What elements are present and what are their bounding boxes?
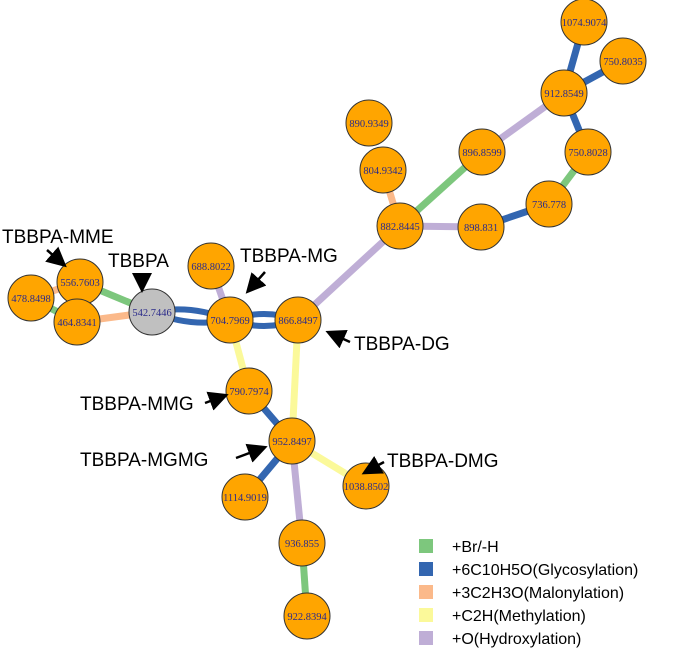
node-circle[interactable]: [540, 69, 588, 117]
node[interactable]: 750.8035: [599, 37, 647, 85]
annotation-label: TBBPA-MGMG: [80, 450, 208, 471]
node-label: 882.8445: [380, 222, 419, 233]
node-label: 912.8549: [544, 89, 583, 100]
legend-label: +6C10H5O(Glycosylation): [452, 562, 638, 579]
arrow-icon: [361, 455, 385, 475]
node-circle[interactable]: [53, 298, 101, 346]
annotation-label: TBBPA-DG: [354, 334, 450, 355]
node-circle[interactable]: [274, 296, 322, 344]
node-circle[interactable]: [560, 0, 608, 46]
node[interactable]: 804.9342: [359, 146, 407, 194]
node-circle[interactable]: [376, 202, 424, 250]
node-label: 704.7969: [210, 316, 249, 327]
node-circle[interactable]: [564, 128, 612, 176]
legend-label: +3C2H3O(Malonylation): [452, 585, 624, 602]
legend-swatch: [419, 608, 433, 622]
legend: +Br/-H +6C10H5O(Glycosylation) +3C2H3O(Mal…: [419, 539, 638, 648]
node-label: 936.855: [285, 539, 319, 550]
node-circle[interactable]: [268, 417, 316, 465]
arrow-icon: [325, 330, 351, 349]
arrow-icon: [45, 246, 67, 268]
node-label: 750.8035: [603, 57, 642, 68]
annotation-label: TBBPA: [108, 251, 169, 272]
node[interactable]: 866.8497: [274, 296, 322, 344]
arrow-icon: [245, 271, 267, 294]
annotation-label: TBBPA-MME: [2, 227, 114, 248]
node[interactable]: 952.8497: [268, 417, 316, 465]
node[interactable]: 1114.9019: [221, 473, 269, 521]
node-label: 1114.9019: [223, 493, 267, 504]
annotation-label: TBBPA-DMG: [387, 451, 499, 472]
node-circle[interactable]: [225, 367, 273, 415]
node[interactable]: 688.8022: [187, 242, 235, 290]
node[interactable]: 922.8394: [283, 592, 331, 640]
node-label: 736.778: [532, 200, 566, 211]
node-circle[interactable]: [221, 473, 269, 521]
node-label: 804.9342: [363, 166, 402, 177]
node-label: 898.831: [464, 223, 498, 234]
node-label: 790.7974: [229, 387, 269, 398]
node-circle[interactable]: [7, 274, 55, 322]
legend-swatch: [419, 562, 433, 576]
legend-label: +Br/-H: [452, 539, 499, 556]
node[interactable]: 1074.9074: [560, 0, 608, 46]
node[interactable]: 898.831: [457, 203, 505, 251]
node-label: 556.7603: [60, 278, 99, 289]
node-label: 1038.8502: [344, 482, 389, 493]
node[interactable]: 704.7969: [206, 296, 254, 344]
node[interactable]: 1038.8502: [342, 462, 390, 510]
legend-label: +O(Hydroxylation): [452, 631, 581, 648]
node[interactable]: 912.8549: [540, 69, 588, 117]
node-circle[interactable]: [599, 37, 647, 85]
node-label: 866.8497: [278, 316, 317, 327]
node-circle[interactable]: [345, 99, 393, 147]
node-label: 896.8599: [462, 148, 501, 159]
node-label: 464.8341: [57, 318, 96, 329]
node-label: 688.8022: [191, 262, 230, 273]
node-circle[interactable]: [458, 128, 506, 176]
node-circle[interactable]: [359, 146, 407, 194]
legend-swatch: [419, 585, 433, 599]
legend-label: +C2H(Methylation): [452, 608, 586, 625]
node[interactable]: 882.8445: [376, 202, 424, 250]
arrow-icon: [204, 391, 229, 411]
node[interactable]: 936.855: [278, 519, 326, 567]
node-label: 542.7446: [132, 308, 171, 319]
node-circle[interactable]: [283, 592, 331, 640]
node[interactable]: 464.8341: [53, 298, 101, 346]
node-circle[interactable]: [206, 296, 254, 344]
node[interactable]: 790.7974: [225, 367, 273, 415]
node-label: 922.8394: [287, 612, 327, 623]
node-circle[interactable]: [128, 288, 176, 336]
node[interactable]: 750.8028: [564, 128, 612, 176]
node-label: 750.8028: [568, 148, 607, 159]
node-label: 890.9349: [349, 119, 388, 130]
annotation-label: TBBPA-MMG: [80, 394, 194, 415]
node[interactable]: 556.7603: [56, 258, 104, 306]
node-label: 1074.9074: [562, 18, 607, 29]
node[interactable]: 736.778: [525, 180, 573, 228]
node-circle[interactable]: [457, 203, 505, 251]
annotation-label: TBBPA-MG: [240, 246, 338, 267]
node[interactable]: 890.9349: [345, 99, 393, 147]
legend-swatch: [419, 631, 433, 645]
node[interactable]: 542.7446: [128, 288, 176, 336]
node[interactable]: 478.8498: [7, 274, 55, 322]
node-circle[interactable]: [278, 519, 326, 567]
legend-swatch: [419, 539, 433, 553]
node-circle[interactable]: [525, 180, 573, 228]
node-label: 952.8497: [272, 437, 311, 448]
node[interactable]: 896.8599: [458, 128, 506, 176]
arrow-icon: [235, 443, 268, 463]
node-circle[interactable]: [187, 242, 235, 290]
node-label: 478.8498: [11, 294, 50, 305]
